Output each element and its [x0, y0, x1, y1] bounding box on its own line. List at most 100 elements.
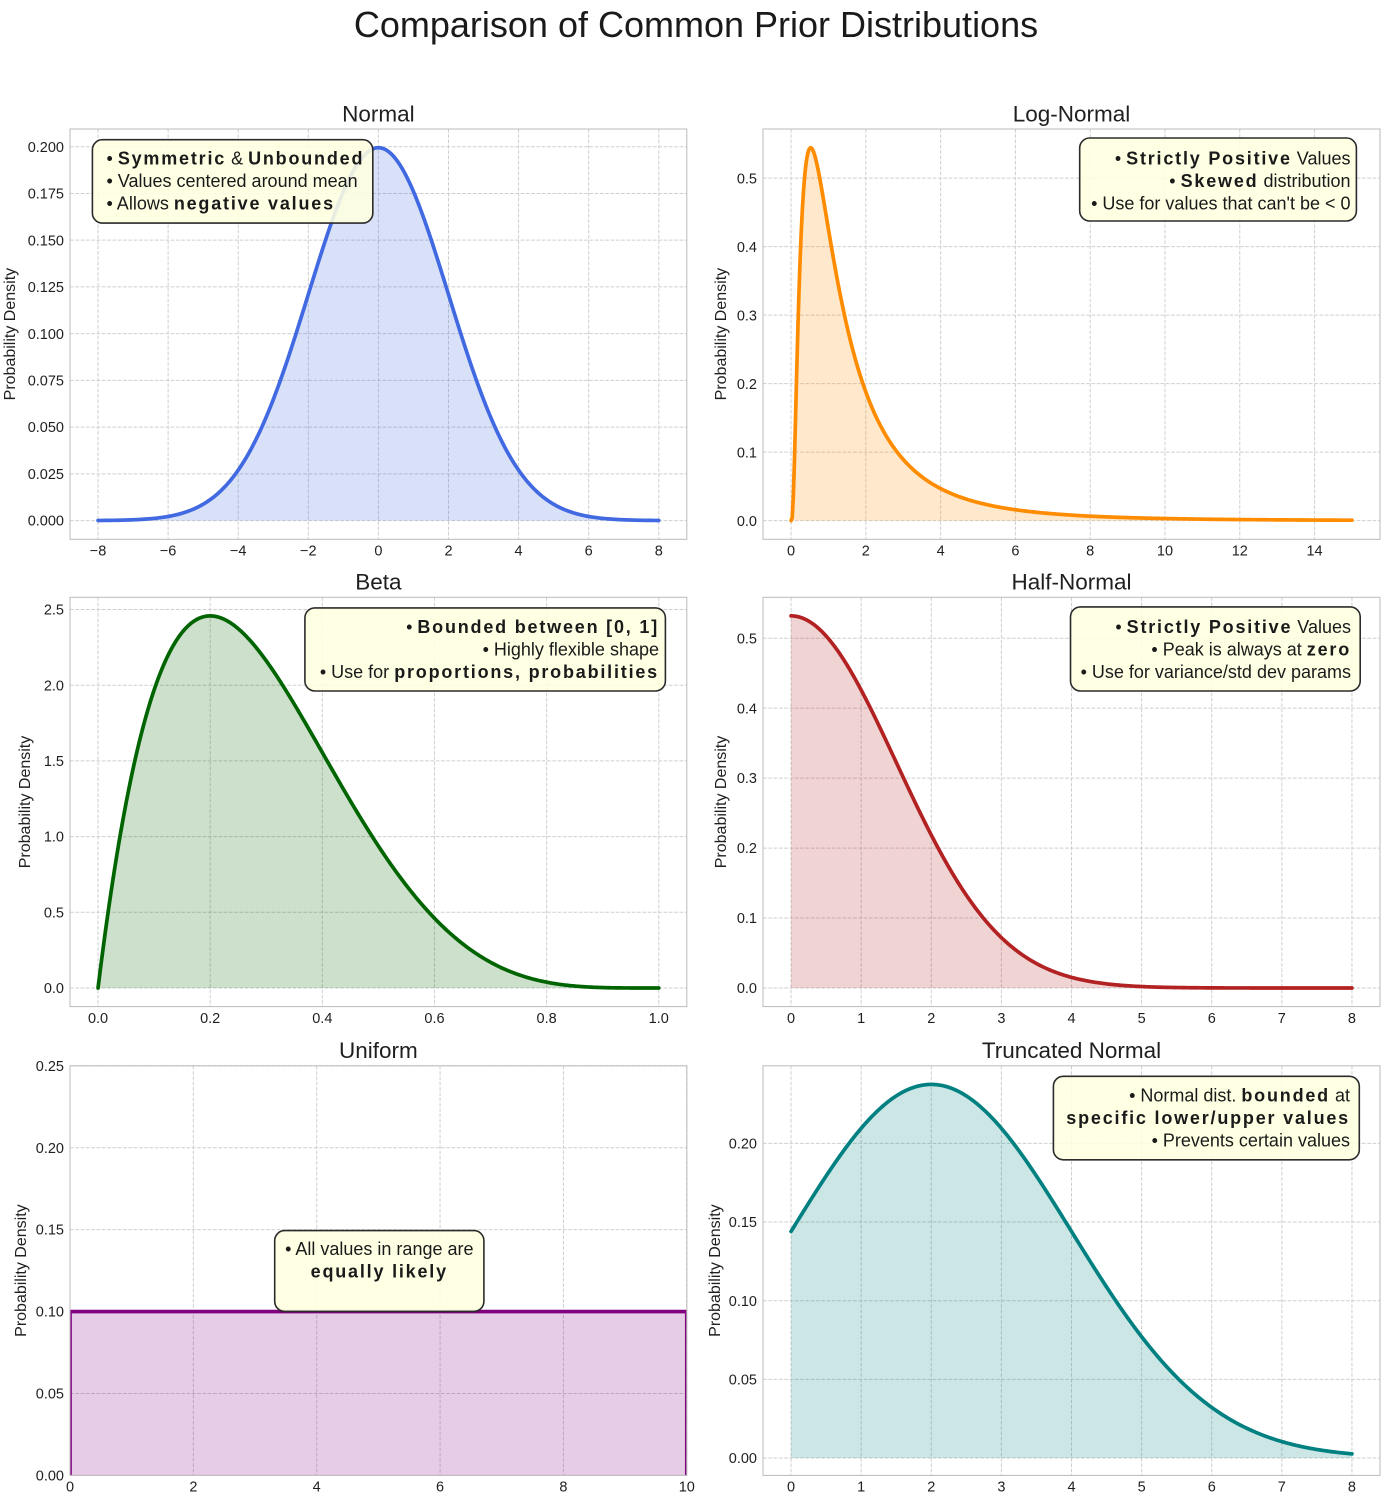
svg-text:• Values centered around mean: • Values centered around mean [107, 171, 358, 191]
svg-text:0.05: 0.05 [729, 1372, 757, 1388]
svg-text:5: 5 [1138, 1480, 1146, 1496]
svg-text:8: 8 [1086, 544, 1094, 560]
svg-text:• Prevents certain values: • Prevents certain values [1152, 1130, 1350, 1150]
svg-text:0.000: 0.000 [28, 514, 64, 530]
svg-text:0.0: 0.0 [44, 981, 64, 997]
svg-text:1: 1 [857, 1480, 865, 1496]
svg-text:0.050: 0.050 [28, 420, 64, 436]
svg-text:8: 8 [655, 544, 663, 560]
svg-text:0.5: 0.5 [737, 631, 757, 647]
svg-text:Beta: Beta [355, 570, 402, 595]
svg-text:2: 2 [927, 1011, 935, 1027]
svg-text:0: 0 [787, 1480, 795, 1496]
svg-text:0.2: 0.2 [200, 1011, 220, 1027]
svg-text:• Peak is always at zero: • Peak is always at zero [1151, 640, 1351, 660]
svg-text:specific lower/upper values: specific lower/upper values [1066, 1108, 1350, 1128]
svg-text:0.1: 0.1 [737, 911, 757, 927]
svg-text:• Normal dist. bounded at: • Normal dist. bounded at [1129, 1085, 1350, 1105]
svg-text:0.00: 0.00 [729, 1451, 757, 1467]
svg-text:1.0: 1.0 [649, 1011, 669, 1027]
svg-text:6: 6 [1208, 1011, 1216, 1027]
svg-text:8: 8 [1348, 1011, 1356, 1027]
svg-text:1: 1 [857, 1011, 865, 1027]
svg-text:Half-Normal: Half-Normal [1011, 570, 1131, 595]
svg-text:• All values in range are: • All values in range are [285, 1239, 473, 1259]
svg-text:Probability Density: Probability Density [13, 1204, 30, 1337]
svg-text:2: 2 [927, 1480, 935, 1496]
svg-text:0.200: 0.200 [28, 140, 64, 156]
svg-text:• Bounded between [0, 1]: • Bounded between [0, 1] [406, 617, 659, 637]
svg-text:0.20: 0.20 [36, 1141, 64, 1157]
svg-text:0.25: 0.25 [36, 1059, 64, 1075]
svg-text:• Highly flexible shape: • Highly flexible shape [483, 640, 659, 660]
svg-text:Probability Density: Probability Density [17, 736, 34, 869]
svg-text:0.15: 0.15 [729, 1215, 757, 1231]
svg-text:Probability Density: Probability Density [2, 268, 19, 401]
svg-text:0.05: 0.05 [36, 1387, 64, 1403]
svg-text:6: 6 [1011, 544, 1019, 560]
svg-text:0: 0 [66, 1480, 74, 1496]
svg-text:−8: −8 [90, 544, 107, 560]
svg-text:0.175: 0.175 [28, 187, 64, 203]
svg-text:0.15: 0.15 [36, 1223, 64, 1239]
svg-text:Probability Density: Probability Density [707, 1204, 724, 1337]
svg-text:0.2: 0.2 [737, 841, 757, 857]
svg-text:0.3: 0.3 [737, 771, 757, 787]
svg-text:• Use for variance/std dev par: • Use for variance/std dev params [1081, 662, 1351, 682]
svg-text:0.3: 0.3 [737, 308, 757, 324]
svg-text:1.5: 1.5 [44, 754, 64, 770]
svg-text:12: 12 [1232, 544, 1248, 560]
svg-text:4: 4 [1067, 1011, 1075, 1027]
svg-text:0.2: 0.2 [737, 377, 757, 393]
svg-text:1.0: 1.0 [44, 830, 64, 846]
svg-text:0.075: 0.075 [28, 373, 64, 389]
svg-text:0.1: 0.1 [737, 445, 757, 461]
svg-text:Probability Density: Probability Density [713, 736, 730, 869]
svg-text:−6: −6 [160, 544, 177, 560]
svg-text:Probability Density: Probability Density [713, 268, 730, 401]
svg-text:0.150: 0.150 [28, 233, 64, 249]
svg-text:6: 6 [1208, 1480, 1216, 1496]
svg-text:6: 6 [436, 1480, 444, 1496]
svg-text:0.8: 0.8 [537, 1011, 557, 1027]
svg-text:0.100: 0.100 [28, 327, 64, 343]
svg-text:• Symmetric & Unbounded: • Symmetric & Unbounded [107, 149, 365, 169]
svg-text:0.10: 0.10 [36, 1305, 64, 1321]
svg-text:0.5: 0.5 [737, 171, 757, 187]
svg-text:Normal: Normal [342, 101, 415, 126]
svg-text:4: 4 [937, 544, 945, 560]
svg-text:0.10: 0.10 [729, 1294, 757, 1310]
svg-text:14: 14 [1306, 544, 1322, 560]
svg-text:0.0: 0.0 [88, 1011, 108, 1027]
svg-text:2.0: 2.0 [44, 678, 64, 694]
svg-text:Comparison of Common Prior Dis: Comparison of Common Prior Distributions [354, 4, 1038, 45]
svg-text:2: 2 [862, 544, 870, 560]
svg-text:4: 4 [1067, 1480, 1075, 1496]
svg-text:3: 3 [997, 1011, 1005, 1027]
svg-text:3: 3 [997, 1480, 1005, 1496]
svg-text:10: 10 [1157, 544, 1173, 560]
svg-text:10: 10 [679, 1480, 695, 1496]
svg-text:2: 2 [444, 544, 452, 560]
svg-text:7: 7 [1278, 1011, 1286, 1027]
svg-text:0.5: 0.5 [44, 905, 64, 921]
svg-text:5: 5 [1138, 1011, 1146, 1027]
svg-text:0.4: 0.4 [737, 701, 757, 717]
svg-text:0.0: 0.0 [737, 981, 757, 997]
svg-text:• Allows negative values: • Allows negative values [107, 194, 335, 214]
svg-text:Log-Normal: Log-Normal [1013, 101, 1131, 126]
svg-text:• Skewed distribution: • Skewed distribution [1169, 171, 1350, 191]
svg-text:7: 7 [1278, 1480, 1286, 1496]
svg-text:0.20: 0.20 [729, 1136, 757, 1152]
svg-text:Truncated Normal: Truncated Normal [982, 1038, 1161, 1063]
svg-text:4: 4 [313, 1480, 321, 1496]
svg-text:6: 6 [585, 544, 593, 560]
svg-text:8: 8 [559, 1480, 567, 1496]
svg-text:• Use for proportions, probabi: • Use for proportions, probabilities [320, 662, 659, 682]
svg-text:• Strictly Positive Values: • Strictly Positive Values [1115, 617, 1351, 637]
svg-text:0.4: 0.4 [737, 240, 757, 256]
svg-text:2.5: 2.5 [44, 603, 64, 619]
svg-text:0.125: 0.125 [28, 280, 64, 296]
svg-text:0: 0 [374, 544, 382, 560]
svg-text:8: 8 [1348, 1480, 1356, 1496]
